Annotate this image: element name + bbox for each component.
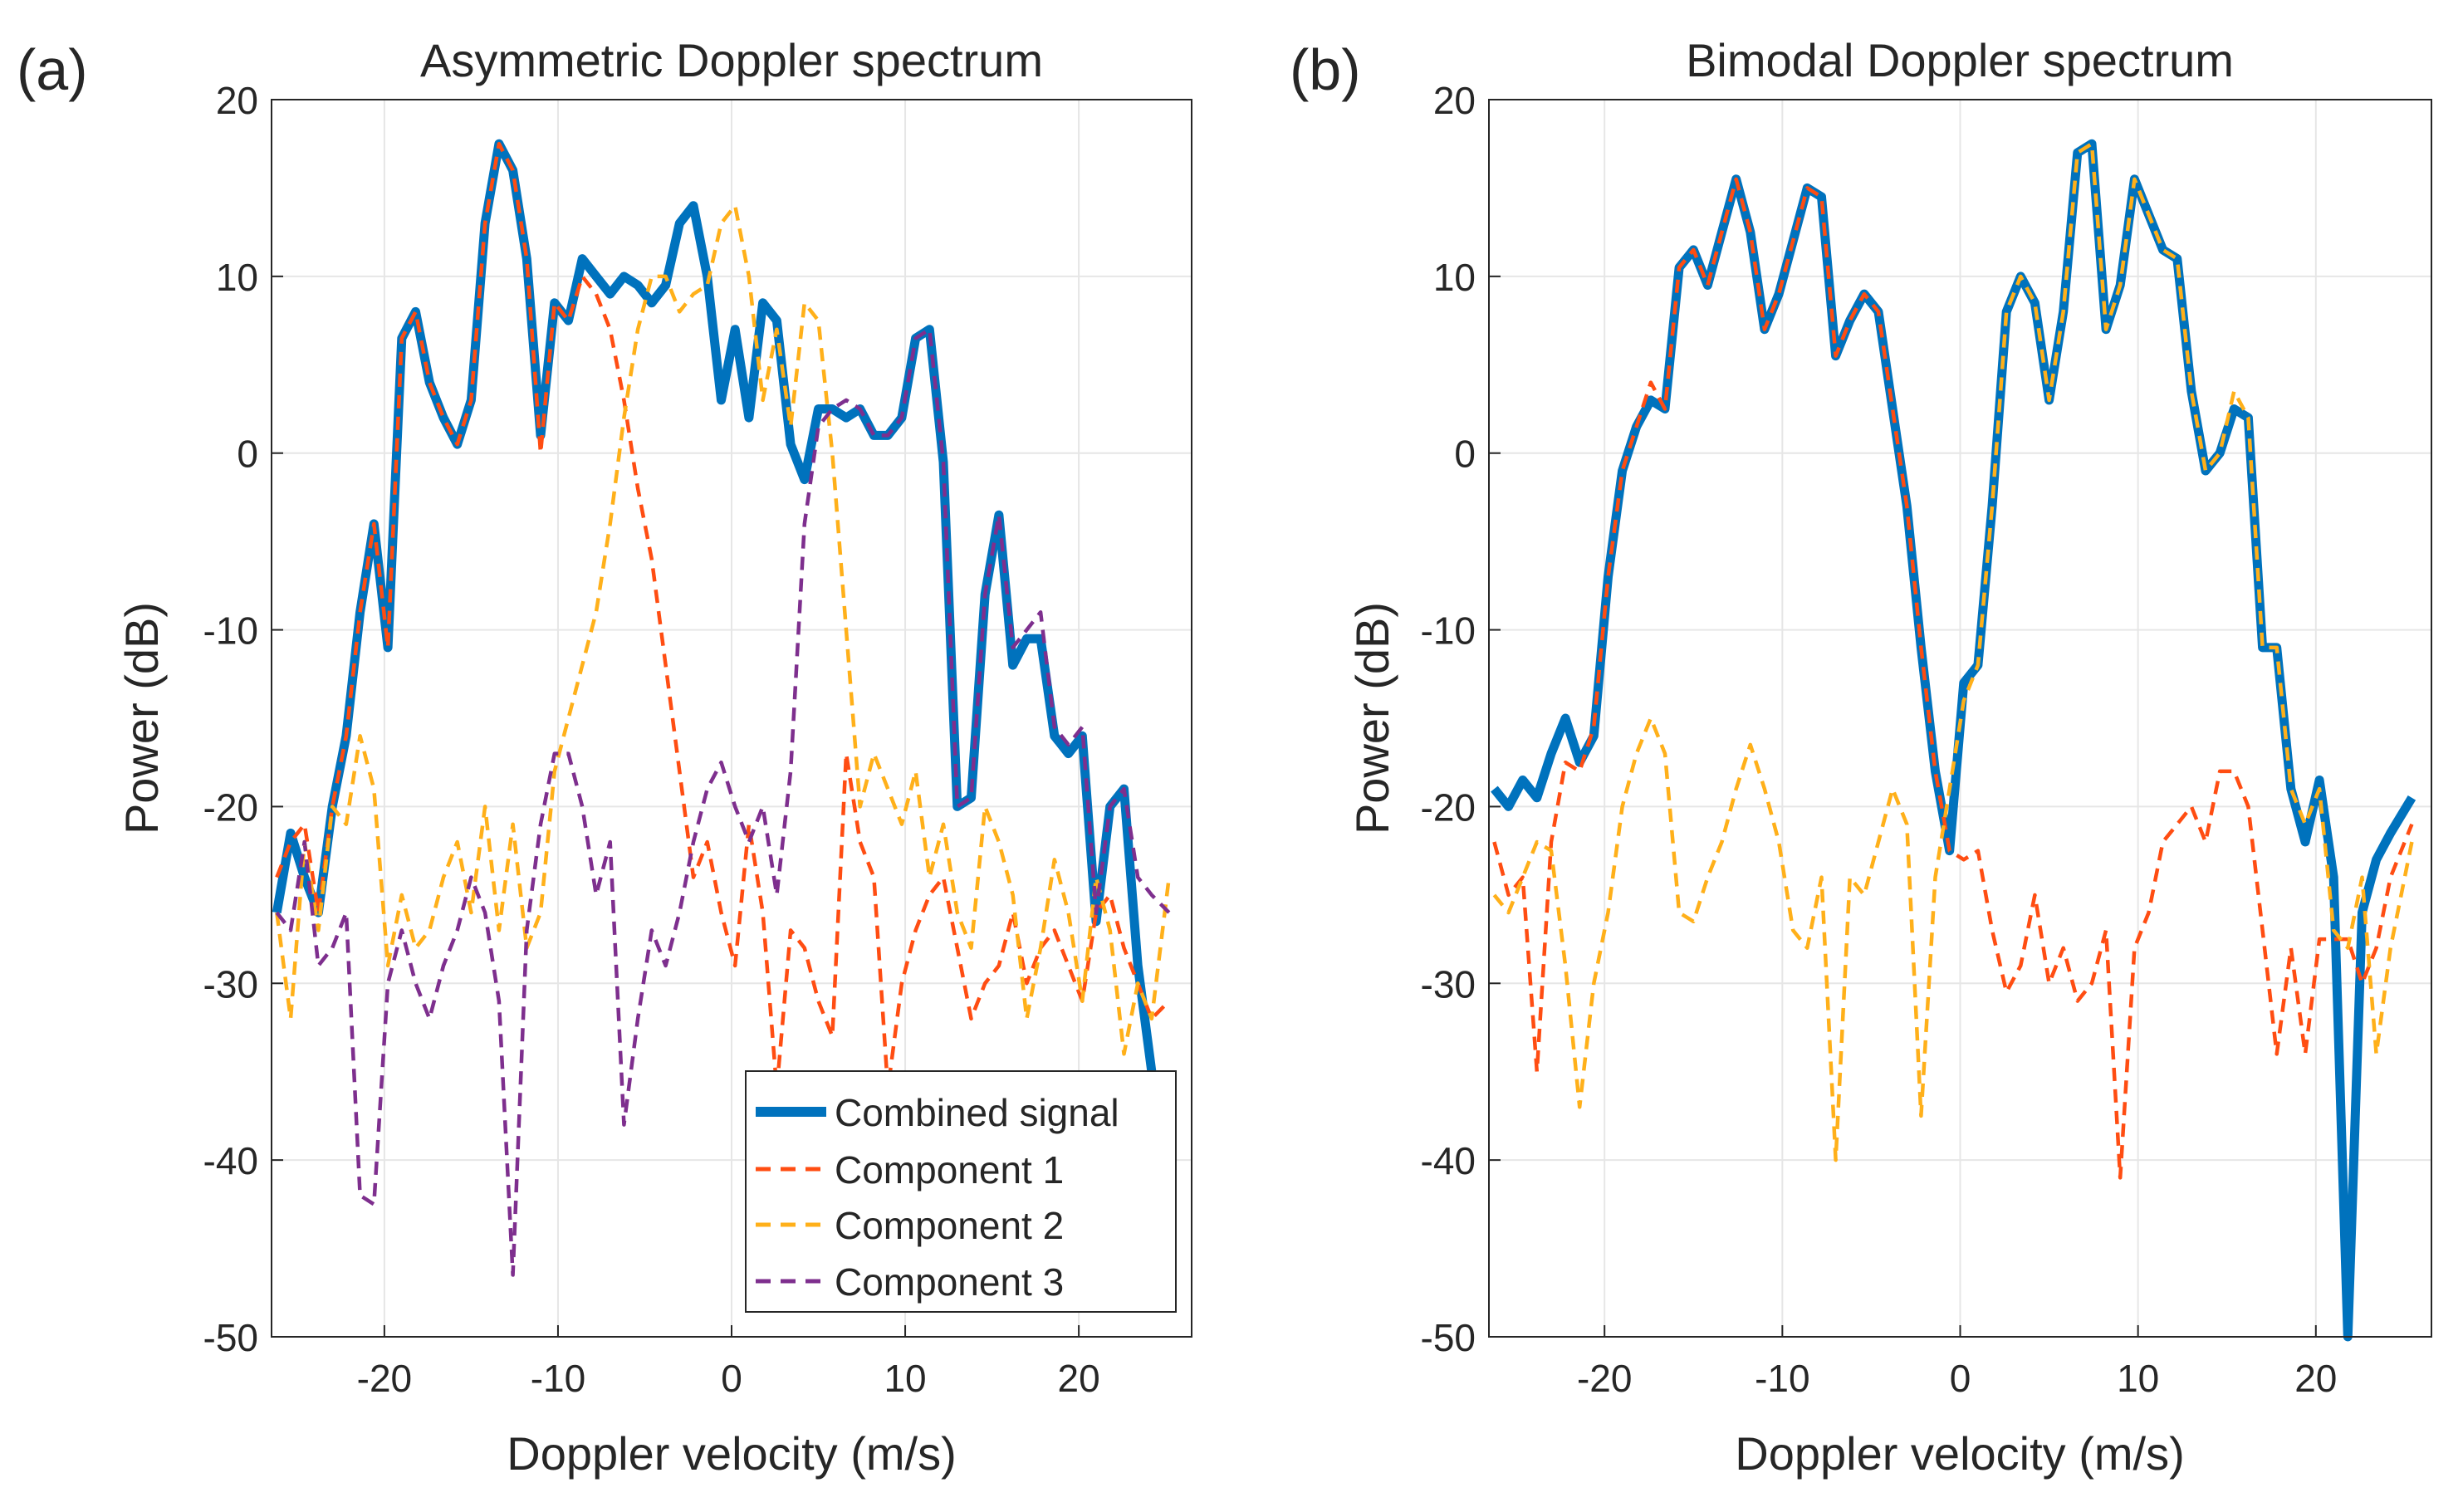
panel-b-xtick-label: 20 xyxy=(2294,1357,2337,1400)
legend-label-combined: Combined signal xyxy=(835,1091,1119,1134)
panel-a-ytick-label: 20 xyxy=(216,79,258,122)
panel-b-ylabel: Power (dB) xyxy=(1346,602,1398,834)
panel-b-ytick-label: -20 xyxy=(1421,785,1476,829)
panel-b-xtick-label: 10 xyxy=(2117,1357,2159,1400)
panel-a-xtick-label: 20 xyxy=(1058,1357,1100,1400)
panel-a-ticks: -20 -10 0 10 20 -50 -40 -30 -20 -10 0 10 20 xyxy=(203,79,1100,1400)
panel-a-ylabel: Power (dB) xyxy=(115,602,168,834)
legend-label-component-3: Component 3 xyxy=(835,1260,1064,1304)
panel-b-xtick-label: 0 xyxy=(1950,1357,1971,1400)
panel-b-xtick-label: -10 xyxy=(1755,1357,1809,1400)
panel-a-title: Asymmetric Doppler spectrum xyxy=(420,34,1043,86)
panel-b-ytick-label: -40 xyxy=(1421,1139,1476,1182)
panel-b-series-component-2 xyxy=(1492,141,2414,1162)
panel-a-label: (a) xyxy=(17,37,88,102)
panel-a-xtick-label: 10 xyxy=(884,1357,926,1400)
panel-b-ytick-label: -10 xyxy=(1421,609,1476,653)
panel-a-ytick-label: 10 xyxy=(216,256,258,299)
panel-a-ytick-label: -10 xyxy=(203,609,258,653)
panel-b: (b) Bimodal Doppler spectrum -20 -10 0 10 20… xyxy=(1290,34,2432,1480)
panel-b-series-component-1 xyxy=(1492,177,2414,1180)
panel-a-xtick-label: -20 xyxy=(357,1357,412,1400)
panel-a-series-component-1 xyxy=(275,141,1171,1092)
panel-a-xtick-label: 0 xyxy=(721,1357,742,1400)
panel-b-ytick-label: -50 xyxy=(1421,1316,1476,1359)
panel-a-ytick-label: -40 xyxy=(203,1139,258,1182)
panel-b-series-combined-signal xyxy=(1491,139,2416,1342)
panel-a-series xyxy=(272,139,1174,1277)
panel-a-ytick-label: -30 xyxy=(203,962,258,1006)
legend-label-component-1: Component 1 xyxy=(835,1148,1064,1191)
panel-a-series-component-3 xyxy=(275,327,1171,1277)
panel-b-ytick-label: -30 xyxy=(1421,962,1476,1006)
panel-b-title: Bimodal Doppler spectrum xyxy=(1686,34,2234,86)
legend-label-component-2: Component 2 xyxy=(835,1204,1064,1247)
panel-a-ytick-label: -20 xyxy=(203,785,258,829)
panel-a-xlabel: Doppler velocity (m/s) xyxy=(507,1427,956,1480)
panel-b-xlabel: Doppler velocity (m/s) xyxy=(1735,1427,2184,1480)
panel-a-ytick-label: 0 xyxy=(237,433,258,476)
legend: Combined signal Component 1 Component 2 … xyxy=(745,1070,1177,1313)
panel-b-ytick-label: 0 xyxy=(1454,433,1476,476)
panel-a-ytick-label: -50 xyxy=(203,1316,258,1359)
panel-b-ytick-label: 20 xyxy=(1433,79,1476,122)
panel-b-xtick-label: -20 xyxy=(1577,1357,1632,1400)
panel-a-series-combined-signal xyxy=(272,139,1174,1240)
panel-a-xtick-label: -10 xyxy=(531,1357,585,1400)
panel-a: (a) Asymmetric Doppler spectrum -20 -10 0 1… xyxy=(17,34,1192,1480)
panel-a-series-component-2 xyxy=(275,203,1172,1056)
panel-b-ytick-label: 10 xyxy=(1433,256,1476,299)
panel-b-label: (b) xyxy=(1290,37,1361,102)
panel-b-series xyxy=(1491,139,2416,1342)
panel-b-ticks: -20 -10 0 10 20 -50 -40 -30 -20 -10 0 10 20 xyxy=(1421,79,2338,1400)
